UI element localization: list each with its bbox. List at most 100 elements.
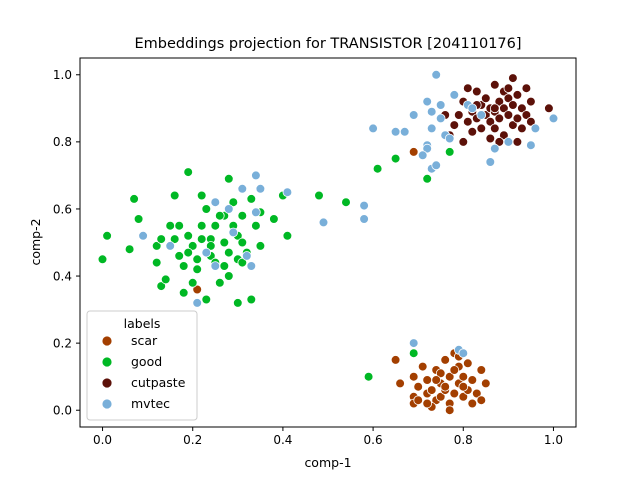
point-good	[196, 190, 207, 201]
point-mvtec	[426, 106, 437, 117]
plot-frame	[79, 57, 577, 428]
point-scar	[192, 284, 203, 295]
point-cutpaste	[453, 110, 464, 120]
point-cutpaste	[508, 73, 518, 83]
point-scar	[476, 395, 487, 406]
point-scar	[413, 381, 424, 392]
point-mvtec	[408, 338, 419, 348]
x-axis-label: comp-1	[304, 455, 351, 470]
point-scar	[458, 391, 469, 402]
point-mvtec	[548, 113, 559, 124]
point-good	[165, 220, 176, 231]
point-cutpaste	[512, 137, 523, 147]
point-mvtec	[359, 200, 369, 211]
point-mvtec	[201, 247, 212, 258]
point-good	[183, 167, 194, 177]
point-cutpaste	[467, 127, 478, 137]
point-mvtec	[242, 251, 252, 261]
point-good	[102, 231, 112, 241]
point-scar	[440, 381, 451, 392]
legend-marker-scar	[101, 335, 113, 347]
point-mvtec	[485, 157, 496, 167]
point-good	[174, 220, 185, 231]
point-good	[219, 237, 230, 248]
point-good	[178, 261, 189, 271]
point-mvtec	[417, 150, 428, 161]
point-mvtec	[526, 140, 536, 151]
point-scar	[422, 398, 433, 409]
point-good	[201, 294, 212, 305]
y-tick-label: 0.4	[53, 269, 72, 283]
point-good	[151, 241, 162, 251]
point-mvtec	[251, 170, 261, 181]
x-tick-label: 1.0	[544, 433, 563, 447]
point-mvtec	[368, 123, 378, 134]
x-tick-label: 0.8	[454, 433, 473, 447]
point-cutpaste	[503, 93, 514, 104]
point-good	[196, 234, 207, 244]
point-good	[210, 220, 221, 231]
point-scar	[467, 398, 478, 409]
point-good	[187, 277, 198, 288]
point-scar	[458, 381, 469, 392]
point-cutpaste	[503, 83, 514, 93]
legend-box	[86, 310, 198, 421]
point-good	[233, 298, 243, 308]
point-cutpaste	[512, 113, 523, 124]
point-good	[178, 287, 189, 298]
point-cutpaste	[503, 110, 514, 120]
legend-label-cutpaste: cutpaste	[131, 375, 186, 390]
point-mvtec	[318, 217, 329, 228]
point-good	[219, 261, 230, 271]
point-good	[169, 190, 180, 201]
legend-marker-good	[101, 356, 113, 368]
point-good	[372, 163, 383, 174]
point-good	[282, 231, 293, 241]
point-good	[174, 251, 185, 261]
point-cutpaste	[499, 130, 509, 141]
point-cutpaste	[489, 123, 500, 134]
point-good	[390, 153, 401, 164]
point-cutpaste	[512, 90, 523, 100]
point-scar	[408, 371, 419, 382]
point-mvtec	[422, 96, 433, 107]
point-good	[341, 197, 351, 208]
point-mvtec	[449, 90, 460, 100]
point-good	[269, 214, 279, 224]
point-cutpaste	[508, 120, 518, 130]
point-cutpaste	[526, 96, 536, 107]
point-good	[156, 281, 167, 291]
point-cutpaste	[476, 123, 487, 134]
point-cutpaste	[494, 113, 505, 124]
point-mvtec	[210, 197, 221, 208]
point-scar	[449, 365, 460, 375]
point-good	[237, 257, 248, 268]
point-mvtec	[228, 227, 239, 238]
point-scar	[417, 361, 428, 372]
point-scar	[395, 378, 405, 389]
point-mvtec	[210, 261, 221, 271]
point-mvtec	[251, 207, 261, 218]
point-cutpaste	[517, 123, 527, 134]
point-scar	[440, 355, 451, 365]
legend-label-good: good	[131, 354, 162, 369]
point-scar	[449, 388, 460, 399]
legend-title: labels	[124, 316, 161, 331]
point-mvtec	[435, 100, 446, 110]
point-cutpaste	[526, 116, 536, 127]
point-good	[183, 247, 194, 258]
point-mvtec	[489, 143, 500, 154]
point-cutpaste	[521, 110, 532, 120]
point-scar	[476, 365, 487, 375]
point-good	[314, 190, 324, 201]
point-cutpaste	[494, 96, 505, 107]
point-good	[246, 294, 257, 305]
point-cutpaste	[471, 86, 482, 97]
x-tick-label: 0.6	[364, 433, 383, 447]
point-scar	[435, 368, 446, 379]
point-good	[201, 204, 212, 214]
x-axis: 0.0 0.2 0.4 0.6 0.8 1.0	[93, 427, 563, 447]
point-good	[97, 254, 108, 265]
point-scar	[444, 405, 455, 416]
x-tick-label: 0.4	[273, 433, 292, 447]
